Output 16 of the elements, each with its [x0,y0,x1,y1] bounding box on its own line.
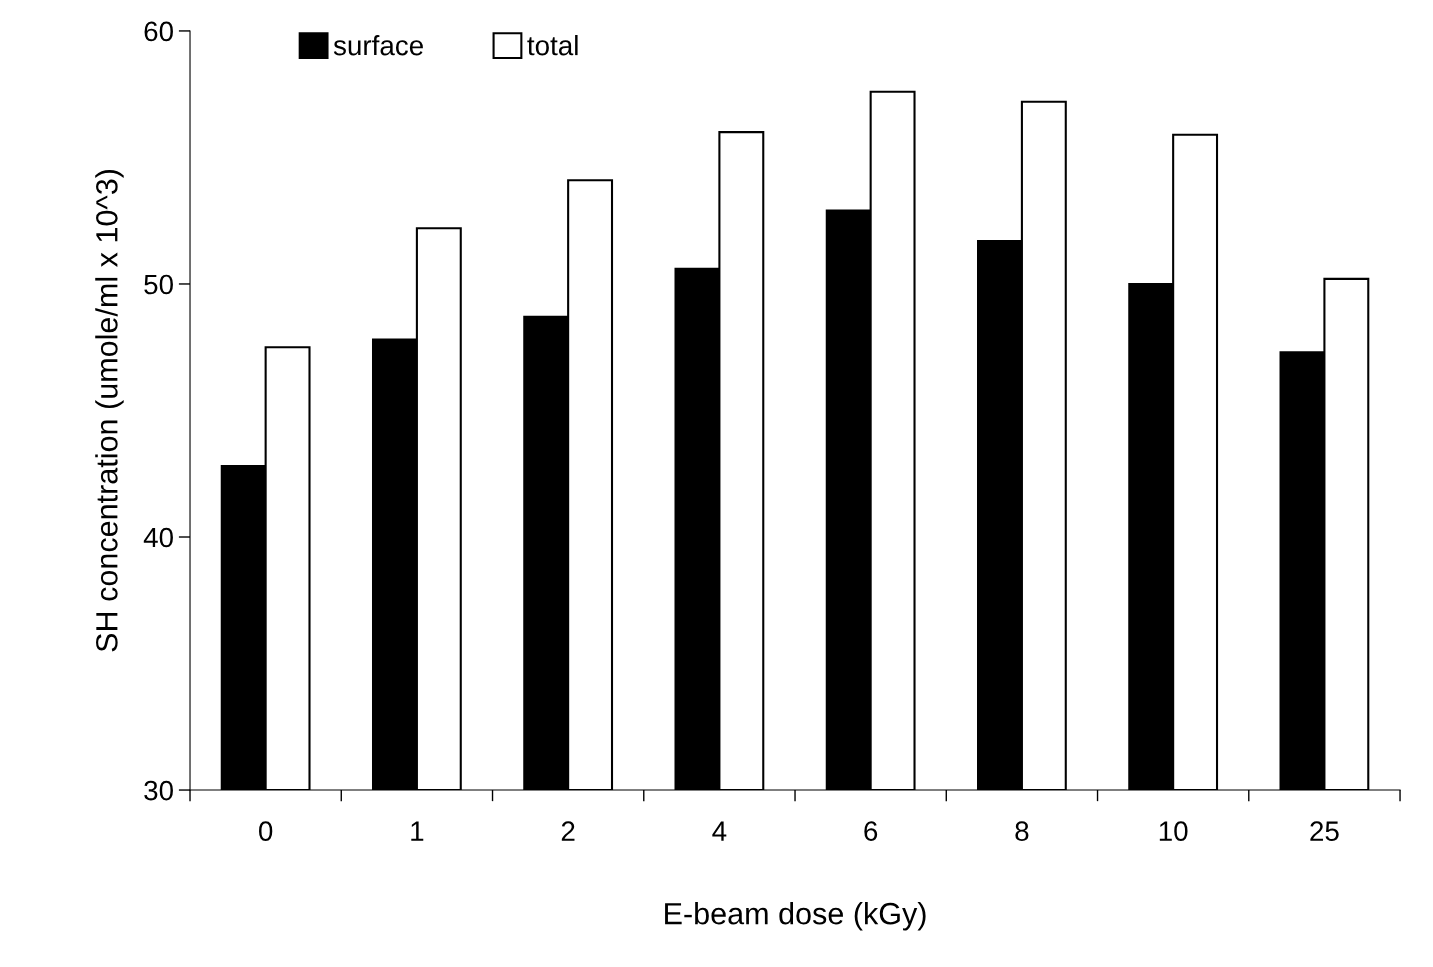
x-tick-label: 2 [561,821,575,841]
legend-label: total [527,34,578,56]
y-tick-label: 30 [144,780,173,801]
y-axis-title: SH concentration (umole/ml x 10^3) [95,169,124,652]
x-tick-label: 25 [1310,821,1339,841]
x-tick-label: 10 [1159,821,1188,841]
y-tick-label: 60 [144,21,173,42]
x-tick-label: 8 [1015,821,1029,841]
x-tick-label: 0 [259,821,273,841]
x-tick-label: 4 [712,821,727,841]
legend-label: surface [333,35,423,56]
x-axis-title: E-beam dose (kGy) [665,902,926,931]
x-tick-label: 1 [411,821,424,841]
y-tick-label: 40 [143,527,173,548]
y-tick-label: 50 [144,274,173,295]
x-tick-label: 6 [864,821,878,841]
